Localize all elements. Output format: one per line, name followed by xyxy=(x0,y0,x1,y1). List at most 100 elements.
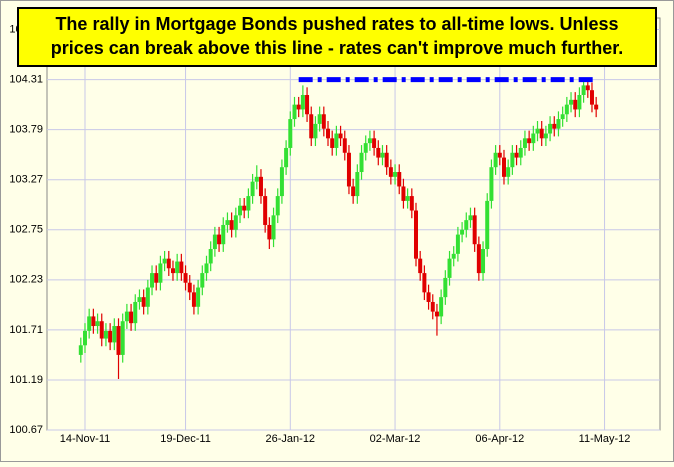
candle-body xyxy=(271,215,276,240)
candle-body xyxy=(258,176,263,197)
y-tick-label: 103.27 xyxy=(9,174,43,186)
candle-body xyxy=(166,258,171,269)
candle-body xyxy=(116,326,121,355)
candle-body xyxy=(217,234,222,245)
candle-body xyxy=(464,220,469,230)
annotation-box xyxy=(17,7,657,67)
candle-body xyxy=(246,196,251,211)
candle-body xyxy=(581,85,586,96)
candle-body xyxy=(99,321,104,339)
candle-body xyxy=(501,157,506,177)
candle-body xyxy=(342,138,347,153)
candle-body xyxy=(443,277,448,298)
candle-body xyxy=(300,95,305,110)
candle-body xyxy=(179,261,184,274)
x-tick-label: 06-Apr-12 xyxy=(475,433,524,445)
candle-body xyxy=(481,249,486,274)
candle-body xyxy=(208,249,213,264)
candle-body xyxy=(422,273,427,293)
candle-body xyxy=(200,273,205,288)
candle-body xyxy=(321,114,326,129)
candle-body xyxy=(518,147,523,158)
y-tick-label: 102.23 xyxy=(9,274,43,286)
candle-body xyxy=(120,321,125,355)
candle-body xyxy=(238,205,243,216)
candle-body xyxy=(267,224,272,240)
candle-body xyxy=(564,104,569,115)
candle-body xyxy=(372,138,377,148)
candle-body xyxy=(426,292,431,302)
candle-body xyxy=(87,316,92,331)
annotation: The rally in Mortgage Bonds pushed rates… xyxy=(17,7,657,67)
candle-body xyxy=(522,138,527,148)
candle-body xyxy=(409,196,414,211)
candle-body xyxy=(112,326,117,343)
candle-body xyxy=(401,186,406,201)
candle-body xyxy=(141,297,146,307)
candle-body xyxy=(393,172,398,177)
candle-body xyxy=(313,123,318,139)
x-tick-label: 02-Mar-12 xyxy=(370,433,421,445)
candle-body xyxy=(430,301,435,312)
candle-body xyxy=(150,273,155,288)
candle-body xyxy=(472,215,477,245)
candle-body xyxy=(183,273,188,283)
candle-body xyxy=(338,133,343,139)
candle-body xyxy=(191,292,196,307)
candle-body xyxy=(250,181,255,197)
candle-body xyxy=(292,104,297,120)
candle-body xyxy=(275,196,280,216)
candle-body xyxy=(434,311,439,317)
candle-body xyxy=(212,234,217,250)
candle-body xyxy=(594,104,599,110)
candle-body xyxy=(460,229,465,235)
candle-body xyxy=(158,263,163,283)
candle-body xyxy=(539,128,544,139)
candle-body xyxy=(284,147,289,168)
candle-body xyxy=(225,220,230,225)
candle-body xyxy=(380,152,385,158)
candle-body xyxy=(355,172,360,197)
candle-body xyxy=(108,330,113,343)
x-tick-label: 19-Dec-11 xyxy=(160,433,211,445)
candle-body xyxy=(397,172,402,187)
candle-body xyxy=(229,220,234,230)
candle-body xyxy=(145,287,150,307)
candle-body xyxy=(334,133,339,148)
candle-body xyxy=(137,297,142,302)
candle-body xyxy=(543,133,548,139)
candle-body xyxy=(95,321,100,327)
candle-body xyxy=(585,85,590,91)
candle-body xyxy=(175,261,180,274)
candle-body xyxy=(493,152,498,168)
candle-body xyxy=(103,330,108,339)
candle-body xyxy=(129,311,134,324)
candle-body xyxy=(527,138,532,144)
candle-body xyxy=(204,263,209,274)
candle-body xyxy=(317,114,322,124)
candle-body xyxy=(548,123,553,134)
candle-body xyxy=(133,301,138,324)
candle-body xyxy=(476,244,481,274)
candle-body xyxy=(170,268,175,274)
candle-body xyxy=(414,210,418,259)
candle-body xyxy=(367,138,372,144)
candle-body xyxy=(418,258,423,274)
candle-body xyxy=(560,114,565,120)
candle-body xyxy=(577,95,582,110)
candle-body xyxy=(221,224,226,245)
candle-body xyxy=(326,128,331,139)
candle-body xyxy=(309,114,314,139)
candle-body xyxy=(510,152,515,168)
candle-body xyxy=(351,186,356,197)
candle-body xyxy=(506,167,511,177)
candle-body xyxy=(569,99,574,105)
candle-body xyxy=(233,215,238,230)
y-tick-label: 103.79 xyxy=(9,124,43,136)
candle-body xyxy=(359,152,364,173)
candle-body xyxy=(187,282,192,293)
candle-body xyxy=(154,273,159,283)
candle-body xyxy=(296,104,301,110)
candle-body xyxy=(279,167,284,197)
